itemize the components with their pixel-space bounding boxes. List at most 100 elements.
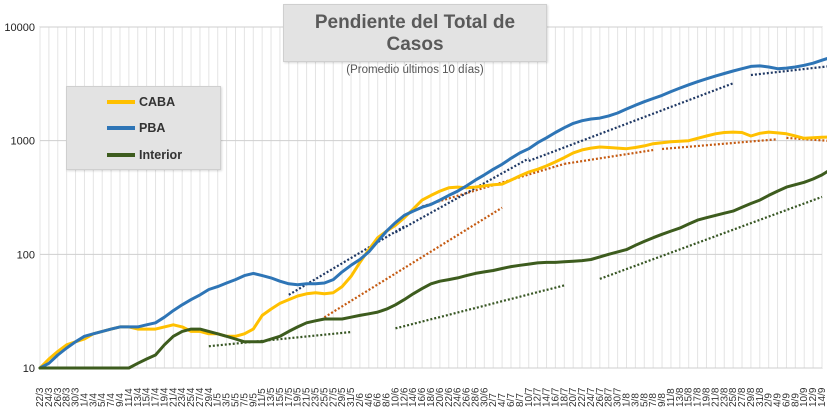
x-tick-label: 20/6 xyxy=(435,387,446,407)
x-tick-label: 8/9 xyxy=(790,393,801,407)
x-tick-label: 4/6 xyxy=(364,393,375,407)
x-tick-label: 21/4 xyxy=(168,387,179,407)
x-tick-label: 30/6 xyxy=(479,387,490,407)
trend-line-pba xyxy=(528,82,734,162)
x-tick-label: 6/6 xyxy=(373,393,384,407)
x-tick-label: 7/4 xyxy=(106,393,117,407)
x-tick-label: 4/9 xyxy=(773,393,784,407)
x-tick-label: 20/7 xyxy=(568,387,579,407)
x-tick-label: 14/9 xyxy=(817,387,827,407)
x-tick-label: 22/3 xyxy=(35,387,46,407)
x-tick-label: 21/8 xyxy=(710,387,721,407)
x-tick-label: 11/4 xyxy=(124,388,135,407)
series-line-caba xyxy=(38,130,827,370)
x-tick-label: 17/5 xyxy=(284,387,295,407)
x-tick-label: 12/7 xyxy=(533,387,544,407)
chart-title-box: Pendiente del Total de Casos (Promedio ú… xyxy=(283,4,547,76)
y-tick-label: 10 xyxy=(23,363,35,375)
trend-lines xyxy=(208,65,827,348)
x-tick-label: 2/9 xyxy=(764,393,775,407)
series-line-interior xyxy=(38,169,827,370)
x-tick-label: 7/8 xyxy=(648,393,659,407)
x-tick-label: 13/5 xyxy=(266,387,277,407)
x-tick-label: 1/5 xyxy=(213,393,224,407)
x-tick-label: 5/8 xyxy=(639,393,650,407)
x-tick-label: 29/8 xyxy=(746,387,757,407)
x-tick-label: 24/6 xyxy=(453,387,464,407)
x-tick-label: 9/8 xyxy=(657,393,668,407)
x-tick-label: 30/7 xyxy=(613,387,624,407)
x-tick-label: 27/8 xyxy=(737,387,748,407)
x-tick-label: 14/6 xyxy=(408,387,419,407)
legend-label-caba: CABA xyxy=(139,95,176,109)
legend-label-pba: PBA xyxy=(139,121,166,135)
x-tick-label: 28/6 xyxy=(470,387,481,407)
legend-item-caba: CABA xyxy=(107,93,175,111)
trend-line-caba xyxy=(421,162,565,208)
x-tick-label: 2/6 xyxy=(355,393,366,407)
x-tick-label: 14/7 xyxy=(542,387,553,407)
legend-swatch-pba xyxy=(107,126,135,130)
x-tick-label: 23/8 xyxy=(719,387,730,407)
x-tick-label: 13/4 xyxy=(133,387,144,407)
y-axis-tick-labels: 10 100 1000 10000 xyxy=(4,22,35,375)
vertical-gridlines xyxy=(39,27,823,368)
x-tick-label: 25/4 xyxy=(186,387,197,407)
series-line-pba xyxy=(38,57,827,370)
legend-item-interior: Interior xyxy=(107,146,182,164)
x-tick-label: 15/5 xyxy=(275,387,286,407)
trend-line-caba xyxy=(661,138,778,151)
x-tick-label: 9/4 xyxy=(115,393,126,407)
x-tick-label: 6/7 xyxy=(506,393,517,407)
chart-title: Pendiente del Total de Casos xyxy=(314,12,516,55)
x-tick-label: 16/6 xyxy=(417,387,428,407)
x-tick-label: 16/7 xyxy=(550,387,561,407)
x-tick-label: 25/8 xyxy=(728,387,739,407)
y-tick-label: 1000 xyxy=(11,136,35,148)
x-tick-label: 9/5 xyxy=(248,393,259,407)
x-tick-label: 18/6 xyxy=(426,387,437,407)
x-axis-tick-labels: 22/324/326/328/330/31/43/45/47/49/411/41… xyxy=(35,387,827,407)
x-tick-label: 11/8 xyxy=(666,388,677,407)
trend-line-pba xyxy=(394,157,530,234)
x-tick-label: 23/4 xyxy=(177,387,188,407)
x-tick-label: 4/7 xyxy=(497,393,508,407)
x-tick-label: 8/7 xyxy=(515,393,526,407)
x-tick-label: 3/5 xyxy=(222,393,233,407)
legend-item-pba: PBA xyxy=(107,119,165,137)
chart-subtitle: (Promedio últimos 10 días) xyxy=(346,64,484,76)
x-tick-label: 22/6 xyxy=(444,387,455,407)
x-tick-label: 22/7 xyxy=(577,387,588,407)
x-tick-label: 29/4 xyxy=(204,387,215,407)
x-tick-label: 10/9 xyxy=(799,387,810,407)
x-tick-label: 26/7 xyxy=(595,387,606,407)
trend-line-caba xyxy=(786,136,827,142)
x-tick-label: 15/8 xyxy=(684,387,695,407)
legend-swatch-caba xyxy=(107,100,135,104)
x-tick-label: 27/5 xyxy=(328,387,339,407)
x-tick-label: 30/3 xyxy=(71,387,82,407)
x-tick-label: 31/5 xyxy=(346,387,357,407)
x-tick-label: 25/5 xyxy=(319,387,330,407)
x-tick-label: 28/7 xyxy=(604,387,615,407)
x-tick-label: 19/5 xyxy=(293,387,304,407)
y-tick-label: 10000 xyxy=(4,22,35,34)
x-tick-label: 3/8 xyxy=(630,393,641,407)
x-tick-label: 26/3 xyxy=(53,387,64,407)
x-tick-label: 15/4 xyxy=(142,387,153,407)
x-tick-label: 12/6 xyxy=(399,387,410,407)
x-tick-label: 24/7 xyxy=(586,387,597,407)
x-tick-label: 17/4 xyxy=(151,387,162,407)
y-tick-label: 100 xyxy=(17,249,35,261)
x-tick-label: 7/5 xyxy=(239,393,250,407)
x-tick-label: 8/6 xyxy=(382,393,393,407)
x-tick-label: 13/8 xyxy=(675,387,686,407)
x-tick-label: 24/3 xyxy=(44,387,55,407)
legend-label-interior: Interior xyxy=(139,148,183,162)
x-tick-label: 18/7 xyxy=(559,387,570,407)
x-tick-label: 19/8 xyxy=(701,387,712,407)
x-tick-label: 1/4 xyxy=(79,393,90,407)
trend-line-caba xyxy=(564,148,654,165)
x-tick-label: 5/4 xyxy=(97,393,108,407)
